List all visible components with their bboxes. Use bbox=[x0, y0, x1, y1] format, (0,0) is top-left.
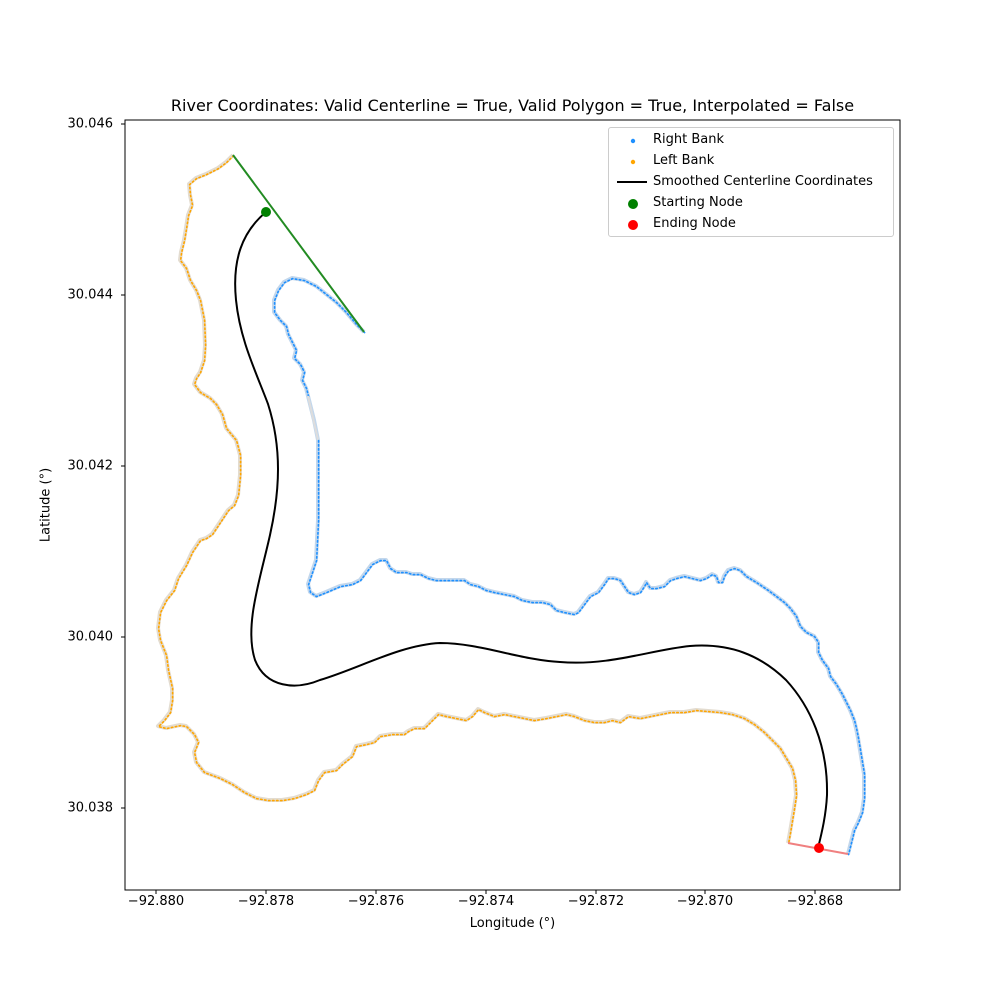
x-tick-label: −92.880 bbox=[127, 894, 185, 909]
x-axis-label: Longitude (°) bbox=[469, 916, 556, 931]
chart-title: River Coordinates: Valid Centerline = Tr… bbox=[170, 96, 855, 115]
red-circle-icon bbox=[628, 220, 638, 230]
ending-node-marker bbox=[814, 843, 824, 853]
starting-node-marker bbox=[261, 207, 271, 217]
orange-dot-icon bbox=[630, 159, 636, 165]
legend-item-ending-node: Ending Node bbox=[609, 214, 893, 234]
start-cross-section bbox=[232, 154, 365, 333]
legend-item-starting-node: Starting Node bbox=[609, 193, 893, 213]
blue-dot-icon bbox=[630, 138, 636, 144]
legend-item-right-bank: Right Bank bbox=[609, 130, 893, 150]
black-line-icon bbox=[617, 181, 647, 183]
green-circle-icon bbox=[628, 199, 638, 209]
x-tick-label: −92.878 bbox=[237, 894, 295, 909]
axes-frame bbox=[124, 119, 901, 891]
legend-item-left-bank: Left Bank bbox=[609, 151, 893, 171]
x-tick-label: −92.868 bbox=[786, 894, 844, 909]
left-bank-series bbox=[156, 153, 798, 845]
x-tick-label: −92.870 bbox=[676, 894, 734, 909]
y-tick-label: 30.038 bbox=[67, 800, 114, 816]
x-tick-label: −92.872 bbox=[567, 894, 625, 909]
plot-area bbox=[125, 120, 900, 890]
legend-item-centerline: Smoothed Centerline Coordinates bbox=[609, 172, 893, 192]
x-tick-label: −92.876 bbox=[347, 894, 405, 909]
y-axis-ticks bbox=[121, 123, 125, 809]
x-axis-ticks bbox=[155, 890, 816, 894]
right-bank-series bbox=[272, 276, 866, 856]
y-tick-label: 30.044 bbox=[67, 287, 114, 303]
y-axis-label: Latitude (°) bbox=[38, 467, 54, 543]
y-tick-label: 30.040 bbox=[67, 629, 114, 645]
centerline-series bbox=[234, 211, 829, 849]
y-tick-label: 30.046 bbox=[67, 116, 114, 132]
x-tick-label: −92.874 bbox=[457, 894, 515, 909]
y-tick-label: 30.042 bbox=[67, 458, 114, 474]
legend: Right Bank Left Bank Smoothed Centerline… bbox=[608, 127, 894, 237]
